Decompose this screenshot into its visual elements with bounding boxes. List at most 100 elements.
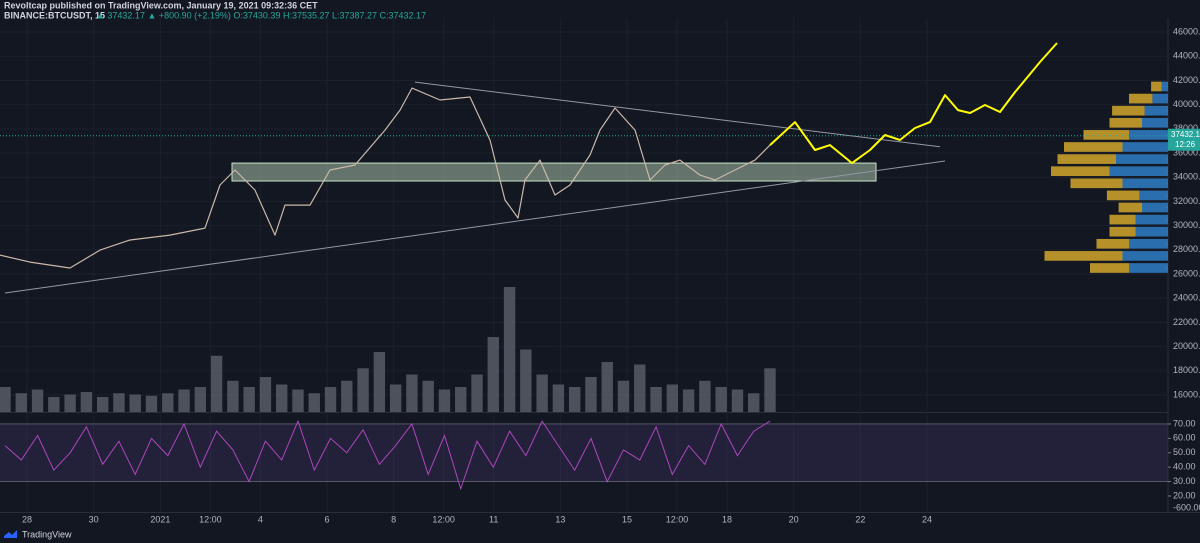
profile-up <box>1144 105 1168 116</box>
x-tick-label: 13 <box>555 514 565 524</box>
profile-down <box>1109 117 1142 128</box>
profile-down <box>1151 81 1162 92</box>
ohlc: ▲ 37432.17 ▲ +800.90 (+2.19%) O:37430.39… <box>96 10 426 20</box>
x-tick-label: 24 <box>922 514 932 524</box>
profile-down <box>1129 93 1153 104</box>
countdown: 12:26 <box>1175 140 1196 149</box>
volume-bar <box>259 377 272 412</box>
volume-bar <box>357 368 369 412</box>
volume-bar <box>764 368 776 412</box>
volume-bar <box>617 380 630 412</box>
rsi-tick-label: 30.00 <box>1173 476 1196 486</box>
x-tick-label: 20 <box>789 514 799 524</box>
profile-up <box>1135 226 1168 237</box>
support-zone <box>231 162 877 182</box>
volume-bar <box>162 393 174 412</box>
profile-up <box>1139 190 1168 201</box>
symbol: BINANCE:BTCUSDT, 15 <box>4 10 105 20</box>
volume-bar <box>31 389 44 412</box>
volume-bar <box>634 364 646 412</box>
y-tick-label: 28000.00 <box>1173 244 1200 254</box>
profile-up <box>1161 81 1168 92</box>
y-tick-label: 34000.00 <box>1173 172 1200 182</box>
y-tick-label: 42000.00 <box>1173 75 1200 85</box>
profile-up <box>1129 130 1168 140</box>
volume-bar <box>15 393 27 412</box>
profile-down <box>1112 105 1145 116</box>
volume-bar <box>438 389 451 412</box>
x-tick-label: 18 <box>722 514 732 524</box>
profile-up <box>1116 154 1168 164</box>
last-price-label: 37432.17 <box>1171 130 1200 139</box>
rsi-line <box>4 419 771 491</box>
y-tick-label: 26000.00 <box>1173 268 1200 278</box>
volume-bar <box>227 380 239 412</box>
volume-bar <box>503 287 516 412</box>
profile-down <box>1096 238 1129 249</box>
volume-tick-label: -600.00 <box>1173 502 1200 512</box>
x-tick-label: 12:00 <box>432 514 455 524</box>
profile-down <box>1044 251 1123 261</box>
volume-bar <box>666 384 679 412</box>
profile-down <box>1083 130 1129 140</box>
profile-down <box>1118 202 1142 213</box>
y-tick-label: 24000.00 <box>1173 293 1200 303</box>
y-tick-label: 30000.00 <box>1173 220 1200 230</box>
volume-bar <box>699 380 711 412</box>
rsi-tick-label: 40.00 <box>1173 462 1196 472</box>
volume-bar <box>601 362 613 412</box>
volume-bar <box>650 387 662 412</box>
y-tick-label: 38000.00 <box>1173 123 1200 133</box>
profile-up <box>1142 117 1168 128</box>
y-tick-label: 40000.00 <box>1173 99 1200 109</box>
profile-up <box>1135 214 1168 225</box>
volume-bar <box>243 387 255 412</box>
volume-bar <box>129 394 141 412</box>
trendline <box>4 160 946 294</box>
volume-bar <box>682 389 695 412</box>
rsi-tick-label: 60.00 <box>1173 433 1196 443</box>
volume-bar <box>276 384 288 412</box>
x-tick-label: 30 <box>89 514 99 524</box>
y-tick-label: 32000.00 <box>1173 196 1200 206</box>
volume-bar <box>536 374 548 412</box>
profile-down <box>1064 142 1123 152</box>
volume-bar <box>48 397 60 412</box>
volume-bar <box>178 389 190 412</box>
profile-down <box>1070 178 1123 189</box>
rsi-tick-label: 20.00 <box>1173 490 1196 500</box>
y-tick-label: 46000.00 <box>1173 26 1200 36</box>
volume-bar <box>308 393 320 412</box>
profile-down <box>1051 166 1110 177</box>
profile-down <box>1109 226 1136 237</box>
price-line <box>0 87 771 269</box>
volume-bar <box>113 393 125 412</box>
volume-bar <box>455 387 467 412</box>
x-tick-label: 6 <box>324 514 329 524</box>
profile-up <box>1122 178 1168 189</box>
profile-up <box>1122 251 1168 261</box>
y-tick-label: 16000.00 <box>1173 389 1200 399</box>
profile-up <box>1129 263 1168 273</box>
publisher: Revoltcap published on TradingView.com, … <box>4 0 318 10</box>
profile-down <box>1109 214 1136 225</box>
x-tick-label: 12:00 <box>199 514 222 524</box>
profile-up <box>1109 166 1168 177</box>
volume-bar <box>406 374 418 412</box>
y-tick-label: 22000.00 <box>1173 317 1200 327</box>
profile-up <box>1122 142 1168 152</box>
volume-bar <box>389 384 402 412</box>
profile-down <box>1090 263 1129 273</box>
x-tick-label: 4 <box>258 514 263 524</box>
volume-bar <box>96 397 109 412</box>
volume-bar <box>0 387 11 412</box>
profile-down <box>1057 154 1116 164</box>
profile-up <box>1142 202 1168 213</box>
logo <box>4 530 17 538</box>
y-tick-label: 36000.00 <box>1173 147 1200 157</box>
volume-bar <box>422 380 434 412</box>
rsi-tick-label: 70.00 <box>1173 418 1196 428</box>
volume-bar <box>487 337 499 412</box>
projection-line <box>769 42 1058 165</box>
